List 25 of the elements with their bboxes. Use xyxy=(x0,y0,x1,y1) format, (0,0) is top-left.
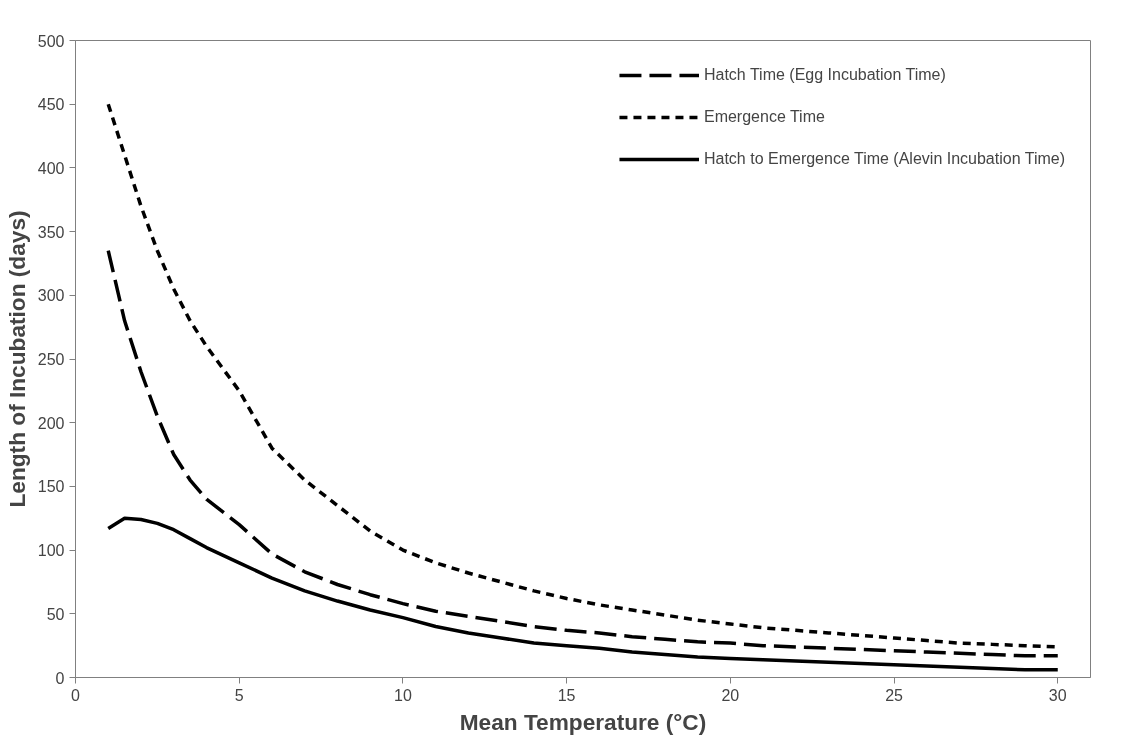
y-tick-label: 200 xyxy=(37,414,65,432)
line-series xyxy=(106,248,1060,658)
legend-label: Emergence Time xyxy=(703,108,825,126)
y-axis-title: Length of Incubation (days) xyxy=(3,210,30,508)
y-tick-label: 50 xyxy=(46,605,65,623)
y-tick-label: 450 xyxy=(37,96,65,114)
x-tick-label: 0 xyxy=(71,686,81,704)
x-tick-label: 10 xyxy=(394,686,412,704)
x-tick-label: 15 xyxy=(557,686,576,704)
x-tick-label: 30 xyxy=(1048,686,1067,704)
y-tick-label: 150 xyxy=(37,478,65,496)
x-tick-label: 5 xyxy=(234,686,244,704)
legend-label: Hatch to Emergence Time (Alevin Incubation Time) xyxy=(703,150,1065,168)
line-series xyxy=(106,516,1060,672)
legend-label: Hatch Time (Egg Incubation Time) xyxy=(703,66,946,84)
y-tick-label: 400 xyxy=(37,159,65,177)
x-tick-label: 20 xyxy=(721,686,740,704)
y-tick-label: 500 xyxy=(37,32,65,50)
y-tick-label: 300 xyxy=(37,287,65,305)
y-tick-label: 350 xyxy=(37,223,65,241)
y-tick-label: 250 xyxy=(37,351,65,368)
y-tick-label: 100 xyxy=(37,542,65,560)
y-tick-label: 0 xyxy=(55,669,65,687)
x-tick-label: 25 xyxy=(885,686,904,704)
x-axis-title: Mean Temperature (°C) xyxy=(459,708,707,735)
